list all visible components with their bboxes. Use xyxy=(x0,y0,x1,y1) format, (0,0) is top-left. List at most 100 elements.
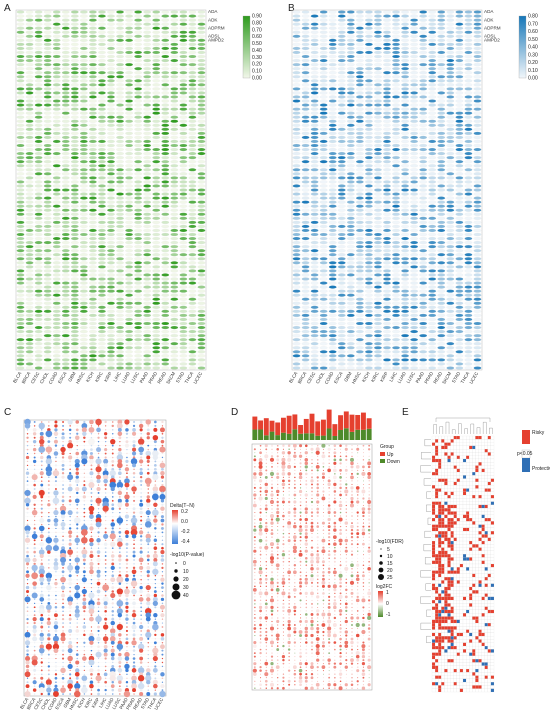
heat-cell xyxy=(292,236,301,241)
heat-cell xyxy=(25,184,34,188)
heat-cell xyxy=(188,212,197,216)
heat-cell xyxy=(383,18,391,22)
heat-cell xyxy=(179,285,188,289)
heat-cell xyxy=(52,236,61,241)
heat-cell xyxy=(319,334,328,338)
heat-cell xyxy=(401,346,409,350)
bubble xyxy=(111,507,115,511)
heat-cell xyxy=(143,79,152,83)
heat-cell xyxy=(292,50,301,55)
heat-cell xyxy=(365,91,373,95)
heat-cell xyxy=(179,334,188,338)
heat-cell xyxy=(43,107,52,111)
heat-cell xyxy=(197,14,206,18)
heat-cell xyxy=(319,317,328,322)
heat-cell xyxy=(43,249,52,253)
heat-cell xyxy=(419,236,428,241)
bubble xyxy=(76,555,79,558)
heat-cell xyxy=(410,127,419,131)
heat-cell xyxy=(43,151,52,156)
heat-cell xyxy=(419,42,428,46)
heat-cell xyxy=(392,103,400,107)
bubble xyxy=(132,456,136,459)
heat-cell xyxy=(170,273,179,277)
bubble xyxy=(133,504,135,506)
heat-cell xyxy=(52,253,61,257)
heat-cell xyxy=(188,301,197,305)
heat-cell xyxy=(401,67,409,71)
heat-cell xyxy=(43,289,52,293)
heat-cell xyxy=(125,22,133,26)
heat-cell xyxy=(188,172,197,176)
bubble xyxy=(147,425,149,427)
heat-cell xyxy=(374,62,382,67)
heat-cell xyxy=(301,83,310,87)
heat-cell xyxy=(116,366,124,370)
heat-cell xyxy=(310,192,319,196)
heat-cell xyxy=(98,103,106,107)
heat-cell xyxy=(365,309,373,313)
heat-cell xyxy=(143,362,152,366)
heat-cell xyxy=(116,107,124,111)
heat-cell xyxy=(355,208,364,212)
heat-cell xyxy=(61,220,70,224)
heat-cell xyxy=(197,293,206,297)
heat-cell xyxy=(70,156,79,160)
heat-cell xyxy=(355,135,364,140)
x-tick-label: KICH xyxy=(361,371,371,383)
heat-cell xyxy=(410,346,419,350)
heat-cell xyxy=(34,354,43,358)
heat-cell xyxy=(116,176,124,180)
heat-cell xyxy=(152,91,161,95)
heat-cell xyxy=(392,309,400,313)
heat-cell xyxy=(52,164,61,168)
heat-cell xyxy=(116,208,124,212)
heat-cell xyxy=(328,160,337,164)
heat-cell xyxy=(328,176,337,180)
heat-cell xyxy=(107,354,115,358)
heat-cell xyxy=(437,95,446,99)
bubble xyxy=(104,539,107,541)
heat-cell xyxy=(419,220,428,224)
bubble xyxy=(61,459,65,463)
heat-cell xyxy=(455,115,464,119)
bubble xyxy=(105,523,107,526)
heat-cell xyxy=(455,305,464,309)
heat-cell xyxy=(310,325,319,330)
heat-cell xyxy=(464,192,473,196)
bubble xyxy=(41,547,43,549)
bubble xyxy=(112,515,114,518)
heat-cell xyxy=(34,305,43,309)
heat-cell xyxy=(43,240,52,245)
heat-cell xyxy=(143,143,152,148)
bubble xyxy=(97,586,100,589)
heat-cell xyxy=(107,196,115,200)
heat-cell xyxy=(446,143,455,148)
heat-cell xyxy=(473,200,482,204)
heat-cell xyxy=(16,196,25,200)
bubble xyxy=(69,562,72,565)
heat-cell xyxy=(43,42,52,46)
bubble xyxy=(81,423,88,429)
heat-cell xyxy=(197,289,206,293)
heat-cell xyxy=(337,168,346,172)
heat-cell xyxy=(437,297,446,301)
heat-cell xyxy=(107,269,115,273)
heat-cell xyxy=(89,62,97,67)
heat-cell xyxy=(25,119,34,123)
heat-cell xyxy=(346,236,355,241)
heat-cell xyxy=(70,184,79,188)
heat-cell xyxy=(355,192,364,196)
heat-cell xyxy=(161,216,170,220)
heat-cell xyxy=(188,115,197,119)
heat-cell xyxy=(446,99,455,103)
heat-cell xyxy=(188,58,197,63)
heat-cell xyxy=(392,14,400,18)
heat-cell xyxy=(301,26,310,30)
heat-cell xyxy=(125,67,133,71)
heat-cell xyxy=(392,38,400,42)
heat-cell xyxy=(89,127,97,131)
heat-cell xyxy=(116,334,124,338)
heat-cell xyxy=(301,192,310,196)
heat-cell xyxy=(161,172,170,176)
